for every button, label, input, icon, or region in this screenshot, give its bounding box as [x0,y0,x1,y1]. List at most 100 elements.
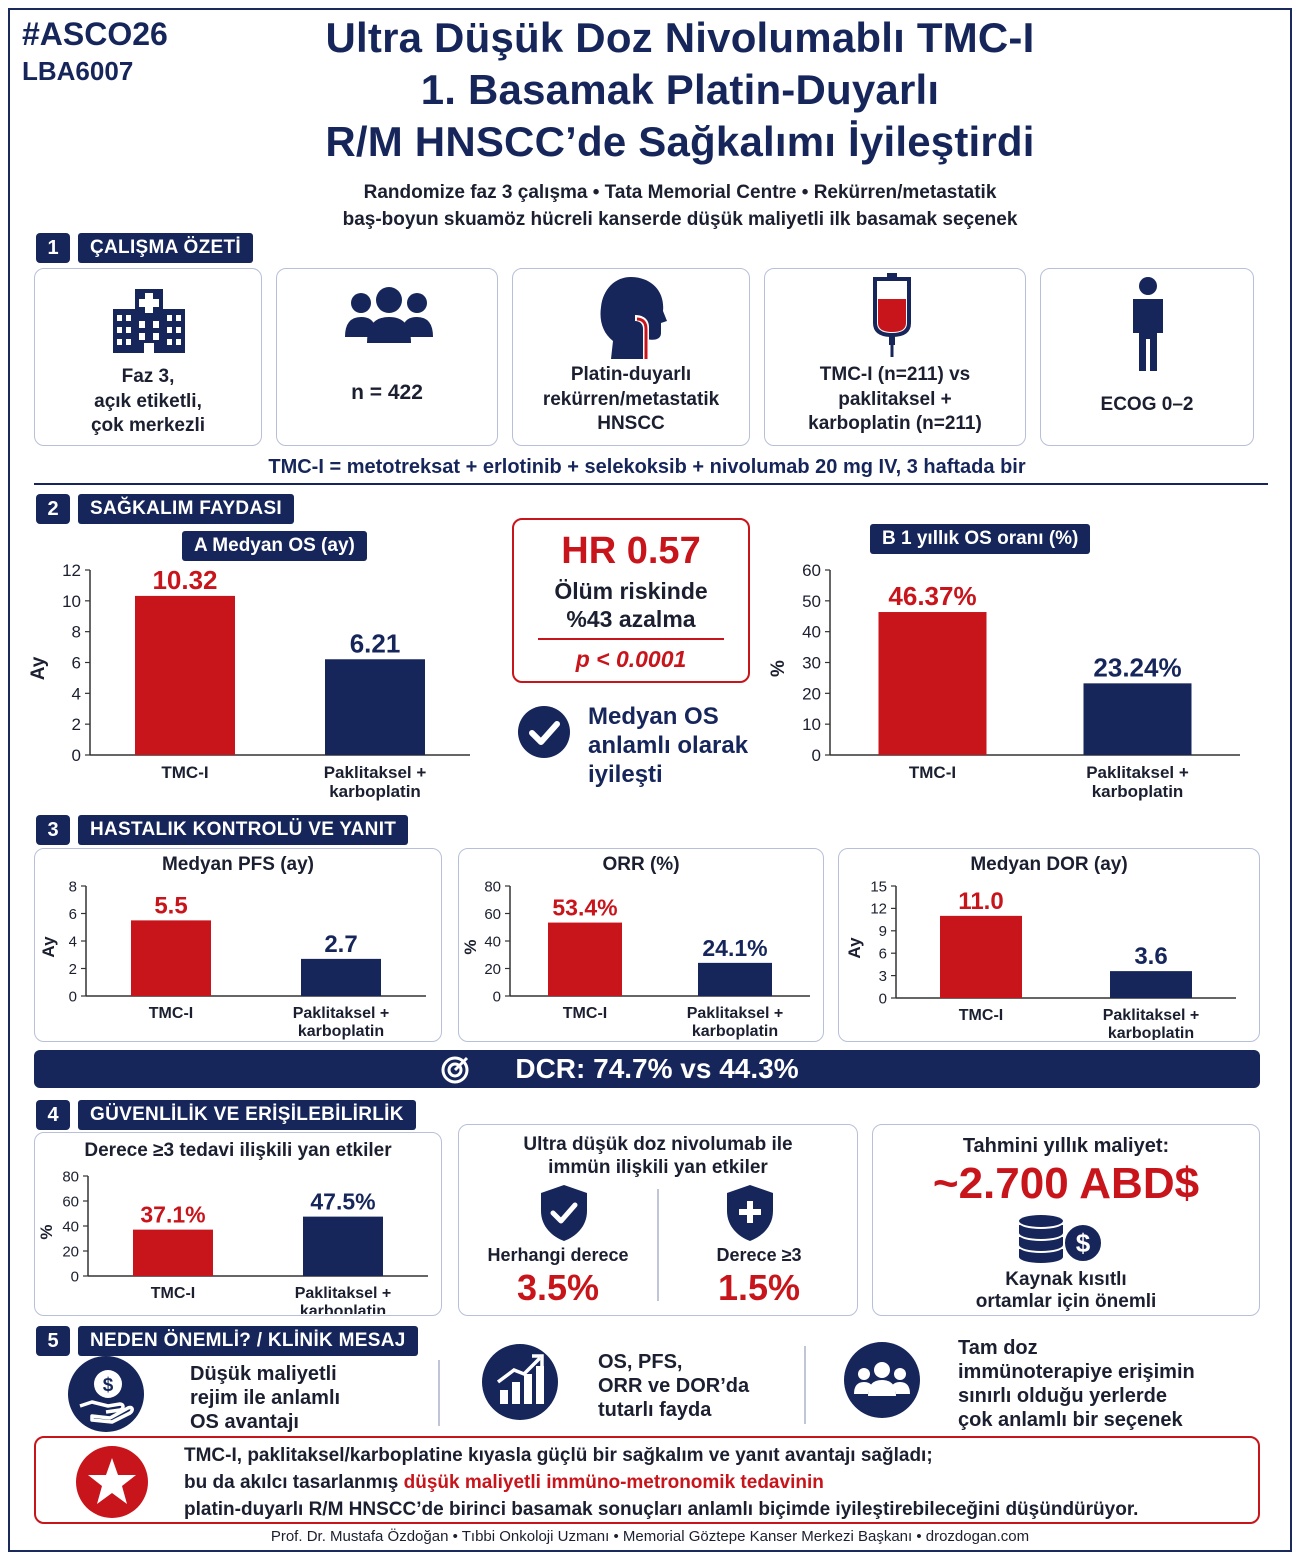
chart-os1y-title: B 1 yıllık OS oranı (%) [870,524,1091,554]
bar-value-label: 23.24% [1093,652,1181,682]
y-tick-label: 60 [802,561,821,580]
chart-orr-title: ORR (%) [602,854,680,875]
irae-any-label: Herhangi derece [487,1245,629,1265]
section-5-number: 5 [36,1326,70,1356]
category-label: karboplatin [329,782,421,801]
message-1: Düşük maliyetli rejim ile anlamlı OS ava… [190,1362,340,1434]
y-tick-label: 8 [72,623,81,642]
bar-value-label: 5.5 [154,892,187,919]
chart-os1y: 0 10 20 30 40 50 60% 46.37% TMC-I 23.24% Paklitaks… [770,561,1240,801]
people-icon [345,287,433,343]
bar [1083,683,1192,755]
title-line-3: R/M HNSCC’de Sağkalımı İyileştirdi [325,118,1035,165]
y-tick-label: 40 [62,1218,79,1235]
section-1-number: 1 [36,233,70,263]
bar-value-label: 37.1% [140,1202,205,1228]
summary-card-design: Faz 3, açık etiketli, çok merkezli [34,268,262,446]
message-1-line-1: Düşük maliyetli [190,1363,337,1385]
y-tick-label: 0 [879,990,887,1007]
bar [133,1229,213,1276]
y-tick-label: 50 [802,592,821,611]
chart-os-title: A Medyan OS (ay) [182,531,367,561]
conclusion-line-3: platin-duyarlı R/M HNSCC’de birinci basa… [184,1499,1139,1520]
y-tick-label: 60 [484,906,501,923]
chart-os: 0 2 4 6 8 10 12 Ay 10.32 TMC-I 6.21 Paklitaksel +ka… [28,561,470,801]
category-label: Paklitaksel + [1103,1007,1200,1024]
card-arms-line-1: TMC-I (n=211) vs [819,364,971,385]
os-significance-note: Medyan OS anlamlı olarak iyileşti [588,702,748,789]
section-3-number: 3 [36,815,70,845]
category-label: TMC-I [959,1007,1003,1024]
y-tick-label: 4 [72,684,81,703]
category-label: karboplatin [692,1023,778,1040]
dcr-banner: DCR: 74.7% vs 44.3% [34,1050,1260,1088]
abstract-id: LBA6007 [22,56,134,86]
conclusion-line-2: bu da akılcı tasarlanmış düşük maliyetli… [184,1469,1244,1496]
card-arms-line-3: karboplatin (n=211) [808,413,982,435]
title-line-2: 1. Basamak Platin-Duyarlı [420,66,940,113]
chart-pfs: 0 2 4 6 8 Ay 5.5 TMC-I 2.7 Paklitaksel +karboplat… [39,878,426,1040]
y-tick-label: 12 [870,901,887,918]
message-2-line-1: OS, PFS, [598,1351,683,1373]
chart-dor-title: Medyan DOR (ay) [970,854,1128,875]
y-axis-label: Ay [28,656,49,680]
y-tick-label: 2 [72,715,81,734]
card-n-text: n = 422 [351,381,423,404]
message-3-line-4: çok anlamlı bir seçenek [958,1409,1183,1431]
card-population-line-1: Platin-duyarlı [570,364,692,385]
irae-separator [657,1189,659,1301]
star-icon [76,1446,148,1518]
y-axis-label: % [461,939,480,954]
cost-title: Tahmini yıllık maliyet: [962,1135,1170,1157]
category-label: Paklitaksel + [293,1005,390,1022]
card-ecog-text: ECOG 0–2 [1100,394,1194,415]
message-3-line-2: immünoterapiye erişimin [958,1361,1195,1383]
message-3: Tam doz immünoterapiye erişimin sınırlı … [958,1336,1195,1432]
section-1-label: ÇALIŞMA ÖZETİ [78,233,253,263]
conclusion-line-2-a: bu da akılcı tasarlanmış [184,1472,404,1493]
irae-g3-value: 1.5% [717,1267,801,1308]
bar [698,962,772,996]
y-tick-label: 40 [802,623,821,642]
y-axis-label: % [37,1224,56,1239]
y-tick-label: 9 [879,923,887,940]
card-arms-line-2: paklitaksel + [838,388,952,410]
section-4-label: GÜVENLİLİK VE ERİŞİLEBİLİRLİK [78,1100,416,1130]
message-1-line-2: rejim ile anlamlı [190,1387,341,1409]
subtitle-line-2: baş-boyun skuamöz hücreli kanserde düşük… [342,209,1018,230]
risk-reduction-line-2: %43 azalma [566,606,696,632]
category-label: Paklitaksel + [324,763,427,782]
hashtag: #ASCO26 [22,16,168,52]
category-label: TMC-I [563,1005,607,1022]
bar [878,612,987,755]
y-tick-label: 0 [71,1268,79,1285]
message-2-line-3: tutarlı fayda [598,1399,712,1421]
bar [940,915,1022,998]
cost-card: Tahmini yıllık maliyet: ~2.700 ABD$ $ Ka… [872,1124,1260,1316]
shield-plus-icon [727,1185,773,1241]
y-tick-label: 20 [802,684,821,703]
subtitle-line-1: Randomize faz 3 çalışma • Tata Memorial … [363,182,997,203]
y-tick-label: 4 [69,933,77,950]
y-tick-label: 3 [879,968,887,985]
y-tick-label: 60 [62,1193,79,1210]
message-2-line-2: ORR ve DOR’da [598,1375,750,1397]
section-3-label: HASTALIK KONTROLÜ VE YANIT [78,815,409,845]
coins-dollar-icon: $ [1019,1215,1103,1263]
chart-ae: 0 20 40 60 80% 37.1% TMC-I 47.5% Paklitaksel +ka… [37,1168,428,1314]
title-line-1: Ultra Düşük Doz Nivolumablı TMC-I [325,14,1035,61]
conclusion-line-1: TMC-I, paklitaksel/karboplatine kıyasla … [184,1445,933,1466]
category-label: TMC-I [149,1005,193,1022]
conclusion-box: TMC-I, paklitaksel/karboplatine kıyasla … [34,1436,1260,1524]
summary-card-ecog: ECOG 0–2 [1040,268,1254,446]
message-1-line-3: OS avantajı [190,1411,299,1433]
bar [131,920,211,996]
dcr-text: DCR: 74.7% vs 44.3% [515,1053,799,1084]
message-separator-2 [804,1346,806,1424]
section-divider [34,483,1268,485]
y-tick-label: 0 [69,988,77,1005]
y-tick-label: 10 [802,715,821,734]
chart-orr: 0 20 40 60 80% 53.4% TMC-I 24.1% Paklitaksel +ka… [461,878,810,1040]
card-design-line-3: çok merkezli [90,415,206,437]
y-tick-label: 0 [72,746,81,765]
